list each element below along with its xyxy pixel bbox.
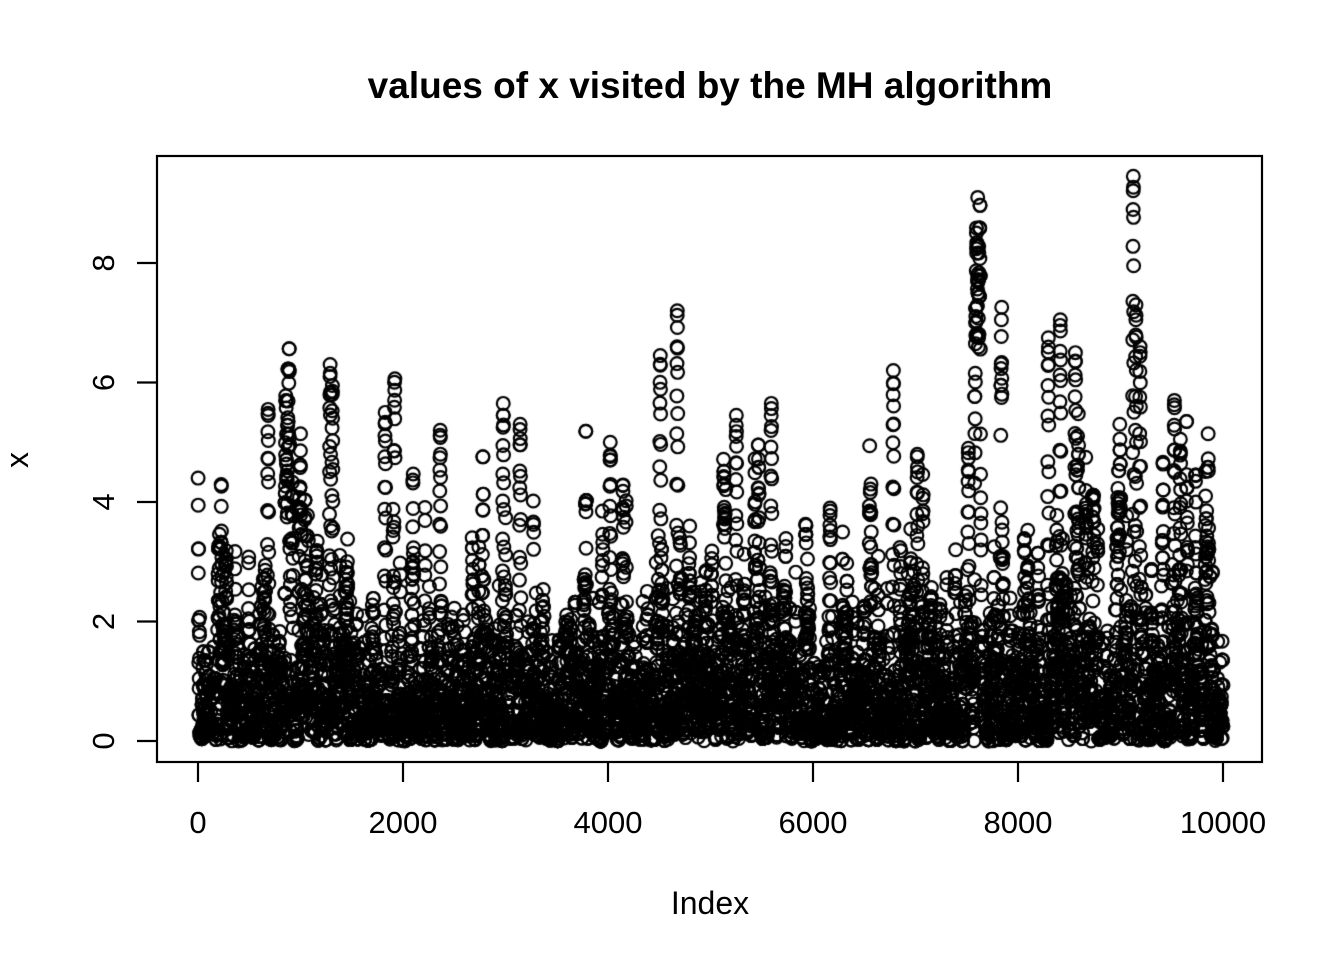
- y-tick-label: 6: [86, 374, 121, 391]
- x-tick-label: 0: [189, 805, 206, 840]
- x-tick-label: 6000: [779, 805, 848, 840]
- y-tick-label: 8: [86, 254, 121, 271]
- x-axis-label: Index: [671, 885, 749, 921]
- y-tick-label: 0: [86, 732, 121, 749]
- x-tick-label: 10000: [1180, 805, 1266, 840]
- y-axis-ticks: 0 2 4 6 8: [86, 254, 157, 750]
- y-axis-label: x: [0, 452, 35, 468]
- x-tick-label: 2000: [369, 805, 438, 840]
- x-tick-label: 4000: [574, 805, 643, 840]
- x-axis-ticks: 0 2000 4000 6000 8000 10000: [189, 762, 1266, 840]
- y-tick-label: 4: [86, 493, 121, 510]
- y-tick-label: 2: [86, 613, 121, 630]
- plot-title: values of x visited by the MH algorithm: [368, 65, 1053, 106]
- x-tick-label: 8000: [984, 805, 1053, 840]
- plot-box: [155, 154, 1264, 764]
